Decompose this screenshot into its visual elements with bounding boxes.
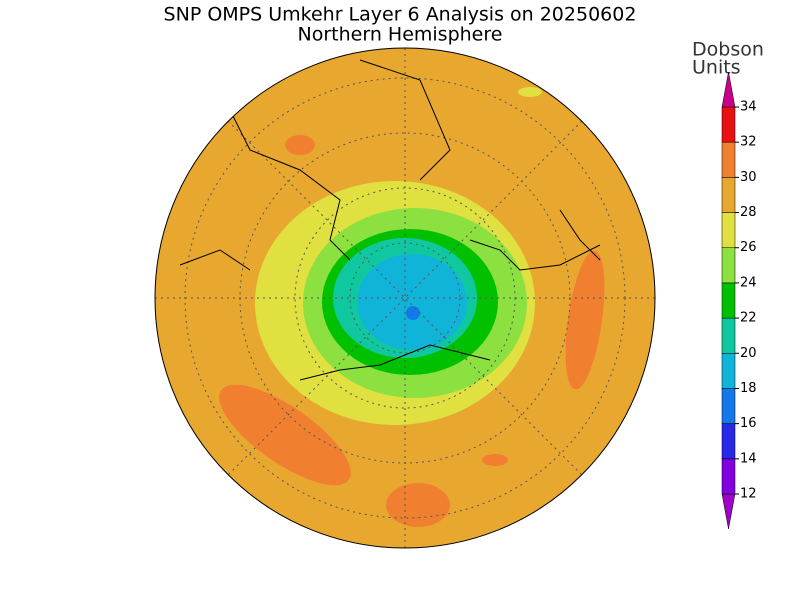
colorbar-label: Units xyxy=(692,57,741,79)
field-30-32 xyxy=(482,454,508,466)
latitude-line xyxy=(349,242,461,354)
colorbar-segment xyxy=(721,317,736,354)
subtitle: Northern Hemisphere xyxy=(298,24,503,46)
colorbar-segment xyxy=(721,177,736,213)
field-30-32 xyxy=(219,384,351,486)
colorbar-under xyxy=(721,493,736,530)
field-30-32 xyxy=(386,483,450,527)
colorbar-segment xyxy=(721,458,736,495)
colorbar-label: Dobson xyxy=(692,39,764,61)
colorbar-tick-label: 12 xyxy=(740,487,757,502)
colorbar-segment xyxy=(721,388,736,424)
field-18-20 xyxy=(357,254,467,350)
colorbar-tick-label: 18 xyxy=(740,381,757,396)
colorbar-tick-label: 28 xyxy=(740,205,757,220)
colorbar-tick-label: 16 xyxy=(740,416,757,431)
field-16-18 xyxy=(406,306,420,320)
field-26-28 xyxy=(518,87,542,97)
field-30-32 xyxy=(285,135,315,155)
colorbar-tick-label: 30 xyxy=(740,170,757,185)
colorbar-segment xyxy=(721,282,736,319)
map-border xyxy=(154,47,656,549)
colorbar-segment xyxy=(721,423,736,460)
colorbar-segment xyxy=(721,353,736,389)
colorbar-tick-label: 14 xyxy=(740,451,757,466)
colorbar-tick-label: 20 xyxy=(740,346,757,361)
title: SNP OMPS Umkehr Layer 6 Analysis on 2025… xyxy=(164,4,637,26)
colorbar: 12 14 16 18 20 22 24 26 28 30 32 34 xyxy=(721,71,757,530)
field-30-32 xyxy=(565,250,605,390)
coastline xyxy=(179,59,601,381)
map xyxy=(155,48,655,548)
colorbar-over xyxy=(721,71,736,108)
colorbar-segment xyxy=(721,106,736,143)
colorbar-tick-label: 24 xyxy=(740,275,757,290)
colorbar-tick-label: 22 xyxy=(740,311,757,326)
colorbar-segment xyxy=(721,141,736,178)
colorbar-segment xyxy=(721,247,736,284)
colorbar-tick-label: 26 xyxy=(740,240,757,255)
colorbar-tick-label: 34 xyxy=(740,100,757,115)
colorbar-segment xyxy=(721,212,736,248)
colorbar-tick-label: 32 xyxy=(740,135,757,150)
